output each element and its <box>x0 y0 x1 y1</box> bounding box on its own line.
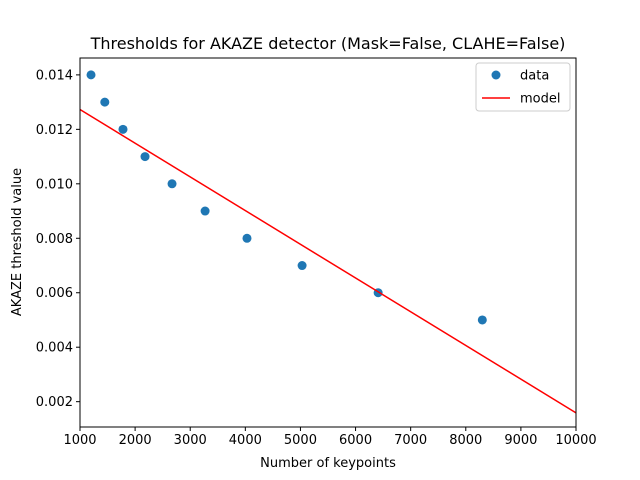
chart-title: Thresholds for AKAZE detector (Mask=Fals… <box>90 34 566 53</box>
x-tick-label: 9000 <box>504 433 537 448</box>
y-tick-label: 0.010 <box>36 177 73 192</box>
x-axis: 1000 2000 3000 4000 5000 6000 7000 8000 9000 1000… <box>63 427 597 448</box>
x-tick-label: 4000 <box>229 433 262 448</box>
data-point <box>297 261 307 271</box>
data-point <box>200 206 210 216</box>
y-tick-label: 0.008 <box>36 232 73 247</box>
y-tick-label: 0.004 <box>36 341 73 356</box>
legend-label: model <box>520 92 560 107</box>
data-point <box>167 179 177 189</box>
x-tick-label: 6000 <box>339 433 372 448</box>
y-tick-label: 0.012 <box>36 123 73 138</box>
y-axis: 0.002 0.004 0.006 0.008 0.010 0.012 0.014 <box>36 68 80 410</box>
y-tick-label: 0.014 <box>36 68 73 83</box>
axes-frame <box>79 57 577 428</box>
y-tick-label: 0.006 <box>36 286 73 301</box>
x-tick-label: 2000 <box>119 433 152 448</box>
data-point <box>140 152 150 162</box>
data-point <box>242 233 252 243</box>
x-tick-label: 7000 <box>394 433 427 448</box>
series-line-model <box>80 108 576 414</box>
legend-label: data <box>520 69 549 84</box>
data-point <box>477 315 487 325</box>
y-axis-label: AKAZE threshold value <box>10 168 25 316</box>
plot-area <box>80 70 576 414</box>
y-tick-label: 0.002 <box>36 395 73 410</box>
legend-point-marker <box>491 70 501 80</box>
x-tick-label: 3000 <box>174 433 207 448</box>
x-tick-label: 8000 <box>449 433 482 448</box>
x-axis-label: Number of keypoints <box>260 456 396 471</box>
x-tick-label: 10000 <box>555 433 596 448</box>
data-point <box>86 70 96 80</box>
data-point <box>118 124 128 134</box>
x-tick-label: 1000 <box>63 433 96 448</box>
legend: data model <box>475 62 571 112</box>
data-point <box>100 97 110 107</box>
x-tick-label: 5000 <box>284 433 317 448</box>
